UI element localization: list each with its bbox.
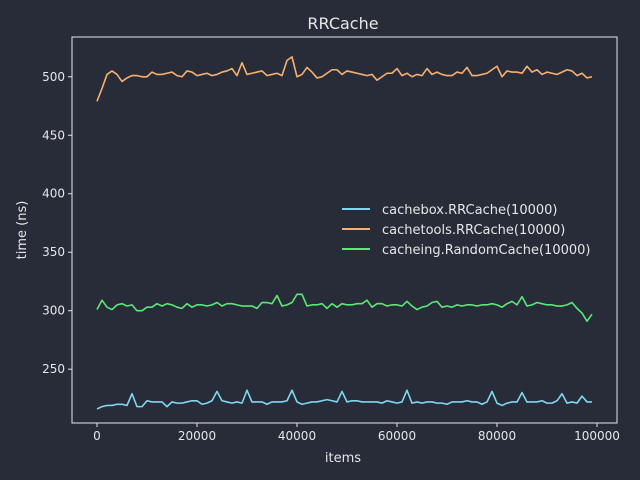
x-tick-label-1: 20000	[178, 429, 216, 443]
plot-frame	[71, 36, 618, 424]
x-axis-label: items	[325, 451, 361, 466]
legend: cachebox.RRCache(10000) cachetools.RRCach…	[342, 203, 590, 258]
y-axis-label: time (ns)	[15, 201, 30, 260]
y-tick-label-2: 350	[42, 245, 65, 259]
series-line-2	[96, 293, 593, 323]
axes-layer: 0 20000 40000 60000 80000 100000 250 300 350 400 4…	[42, 36, 620, 443]
y-tick-label-4: 450	[42, 128, 65, 142]
x-tick-label-4: 80000	[478, 429, 516, 443]
series-line-0	[96, 389, 592, 410]
x-tick-label-0: 0	[93, 429, 101, 443]
x-tick-label-5: 100000	[574, 429, 620, 443]
y-tick-label-3: 400	[42, 187, 65, 201]
y-tick-label-5: 500	[42, 70, 65, 84]
x-tick-label-2: 40000	[278, 429, 316, 443]
x-tick-label-3: 60000	[378, 429, 416, 443]
legend-label-0: cachebox.RRCache(10000)	[382, 203, 557, 218]
legend-label-1: cachetools.RRCache(10000)	[382, 223, 565, 238]
chart-title: RRCache	[307, 14, 378, 33]
legend-label-2: cacheing.RandomCache(10000)	[382, 243, 590, 258]
series-line-1	[96, 56, 593, 102]
series-layer	[96, 56, 593, 410]
y-tick-label-0: 250	[42, 362, 65, 376]
y-tick-label-1: 300	[42, 304, 65, 318]
